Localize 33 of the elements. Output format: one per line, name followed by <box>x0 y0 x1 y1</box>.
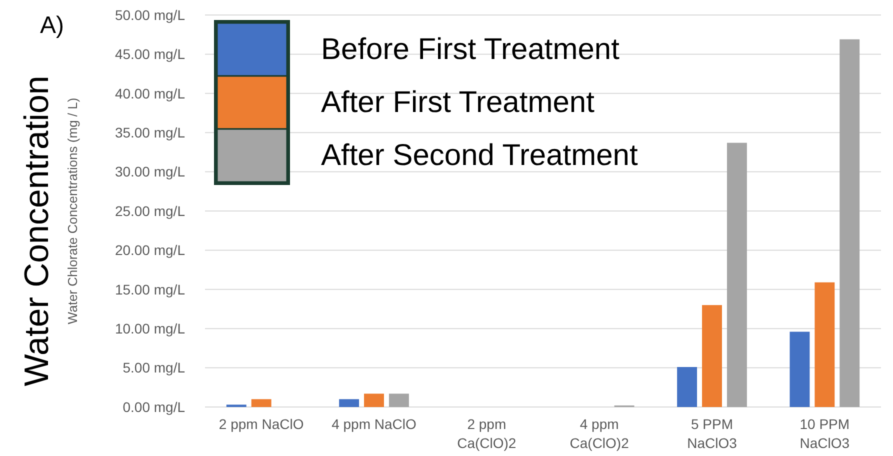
y-tick-label: 45.00 mg/L <box>114 46 186 62</box>
y-tick-label: 15.00 mg/L <box>114 281 186 298</box>
y-tick-label: 30.00 mg/L <box>114 164 186 180</box>
legend-label: After Second Treatment <box>321 139 638 172</box>
bar <box>726 142 747 407</box>
bar <box>339 399 360 407</box>
x-tick-label: 2 ppm NaClO <box>218 416 304 432</box>
y-tick-label: 40.00 mg/L <box>114 85 186 102</box>
y-tick-label: 25.00 mg/L <box>114 202 186 219</box>
x-tick-label: 10 PPM NaClO3 <box>800 416 850 451</box>
bar <box>388 394 409 407</box>
chart-title: A) <box>40 12 64 39</box>
bar <box>814 282 835 407</box>
x-tick-label: 5 PPM NaClO3 <box>687 416 738 451</box>
y-tick-label: 0.00 mg/L <box>122 398 186 415</box>
x-tick-label: 4 ppm Ca(ClO)2 <box>570 416 630 451</box>
bar <box>840 39 860 407</box>
x-tick-label: 2 ppm Ca(ClO)2 <box>457 416 516 451</box>
y-axis-title: Water Chlorate Concentrations (mg / L) <box>65 98 80 324</box>
y-tick-label: 50.00 mg/L <box>114 6 186 23</box>
legend-label: Before First Treatment <box>321 33 620 66</box>
bar <box>364 394 384 407</box>
text: Water Concentration <box>18 76 56 386</box>
y-tick-label: 5.00 mg/L <box>122 360 186 376</box>
y-tick-label: 35.00 mg/L <box>114 124 186 140</box>
legend-label: After First Treatment <box>321 86 596 119</box>
bar <box>677 367 698 407</box>
y-tick-label: 10.00 mg/L <box>114 320 186 336</box>
x-tick-label: 4 ppm NaClO <box>332 416 417 432</box>
bar <box>251 399 272 407</box>
y-tick-label: 20.00 mg/L <box>114 242 186 258</box>
bar <box>790 332 810 407</box>
bar <box>702 305 722 407</box>
